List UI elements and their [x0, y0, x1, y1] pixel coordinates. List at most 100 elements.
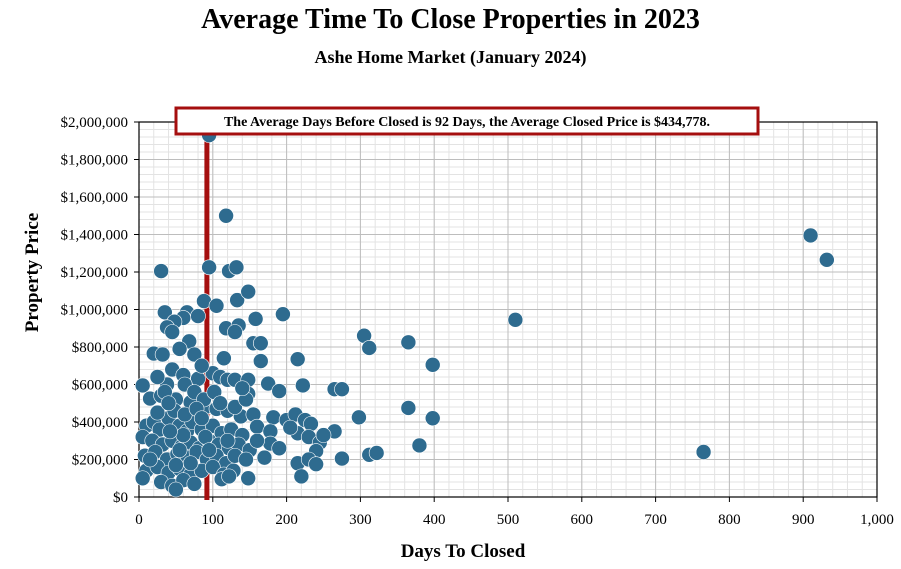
data-point — [361, 340, 378, 356]
data-point — [308, 456, 324, 472]
data-point — [334, 450, 350, 467]
y-tick-label: $0 — [113, 490, 128, 506]
x-tick-label: 300 — [349, 512, 372, 528]
x-tick-label: 900 — [792, 512, 815, 528]
data-point — [229, 292, 245, 308]
x-axis-label: Days To Closed — [401, 541, 526, 562]
data-point — [153, 263, 169, 279]
data-point — [351, 409, 367, 426]
data-point — [507, 312, 524, 328]
data-point — [293, 468, 310, 485]
x-tick-label: 0 — [135, 512, 143, 528]
annotation-text: The Average Days Before Closed is 92 Day… — [224, 115, 710, 130]
data-point — [303, 416, 319, 432]
data-point — [149, 404, 166, 421]
data-point — [216, 350, 232, 367]
data-point — [197, 429, 214, 445]
data-point — [240, 283, 257, 300]
y-tick-label: $1,200,000 — [61, 265, 129, 281]
data-point — [819, 252, 835, 268]
data-point — [201, 442, 217, 458]
y-axis-label: Property Price — [22, 213, 43, 332]
annotation-box — [174, 106, 760, 136]
data-point — [205, 459, 221, 475]
data-point — [168, 457, 184, 473]
data-point — [134, 470, 151, 487]
data-point — [411, 437, 428, 454]
x-tick-label: 800 — [718, 512, 741, 528]
data-point — [240, 470, 257, 487]
y-tick-label: $1,800,000 — [61, 153, 129, 169]
data-point — [260, 375, 276, 392]
data-point — [282, 419, 299, 436]
data-point — [271, 440, 288, 457]
data-point — [334, 381, 350, 397]
data-point — [252, 335, 269, 352]
x-tick-label: 500 — [497, 512, 520, 528]
y-tick-label: $1,600,000 — [61, 190, 129, 206]
data-point — [190, 308, 206, 324]
data-point — [168, 481, 184, 498]
data-point — [256, 449, 273, 466]
data-point — [424, 410, 441, 427]
data-point — [160, 395, 177, 412]
data-point — [238, 451, 254, 468]
y-tick-label: $200,000 — [72, 453, 128, 469]
data-point — [142, 451, 158, 468]
chart-subtitle: Ashe Home Market (January 2024) — [314, 47, 587, 67]
data-point — [275, 306, 291, 322]
y-tick-label: $2,000,000 — [61, 115, 129, 131]
data-point — [247, 311, 264, 327]
data-point — [212, 395, 228, 412]
data-point — [162, 423, 178, 440]
data-point — [234, 380, 251, 397]
data-point — [400, 334, 417, 351]
x-tick-label: 100 — [202, 512, 225, 528]
y-tick-label: $800,000 — [72, 340, 128, 356]
data-point — [295, 377, 311, 394]
data-point — [154, 346, 171, 363]
data-point — [289, 351, 306, 367]
data-point — [265, 409, 282, 426]
y-tick-label: $1,000,000 — [61, 303, 129, 319]
data-point — [171, 341, 188, 357]
data-point — [271, 383, 288, 399]
data-point — [802, 227, 819, 244]
data-point — [190, 371, 206, 387]
data-point — [186, 476, 203, 492]
x-tick-label: 200 — [275, 512, 298, 528]
x-tick-label: 700 — [644, 512, 667, 528]
y-tick-label: $400,000 — [72, 415, 128, 431]
data-point — [252, 353, 269, 369]
data-point — [368, 445, 385, 461]
data-point — [208, 297, 225, 314]
data-point — [227, 399, 243, 415]
data-point — [201, 259, 217, 276]
x-tick-label: 1,000 — [860, 512, 894, 528]
x-tick-label: 600 — [571, 512, 594, 528]
data-point — [221, 468, 237, 485]
data-point — [249, 418, 265, 435]
data-point — [219, 432, 236, 449]
y-tick-label: $600,000 — [72, 378, 128, 394]
data-point — [186, 346, 203, 363]
data-point — [227, 324, 243, 340]
data-point — [193, 410, 210, 427]
data-point — [424, 357, 441, 373]
data-point — [228, 259, 245, 276]
data-point — [175, 427, 192, 443]
data-point — [193, 357, 210, 374]
data-point — [400, 400, 417, 416]
data-point — [218, 207, 234, 224]
data-point — [157, 304, 173, 321]
data-point — [695, 444, 712, 460]
y-tick-label: $1,400,000 — [61, 228, 129, 244]
data-point — [134, 377, 151, 394]
data-point — [149, 369, 166, 385]
data-point — [171, 442, 188, 458]
data-point — [249, 432, 265, 449]
x-tick-label: 400 — [423, 512, 446, 528]
data-point — [182, 455, 199, 472]
